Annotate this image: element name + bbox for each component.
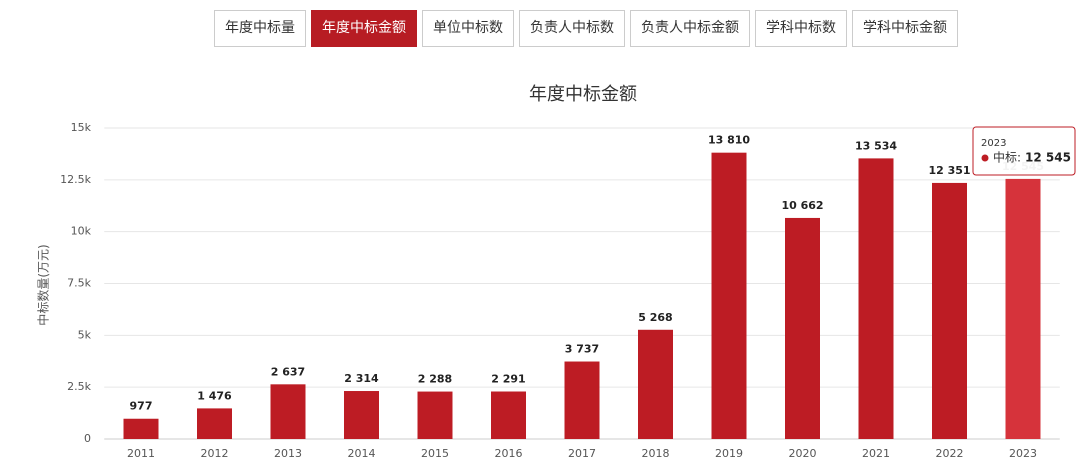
tooltip-series: 中标: [993,150,1021,165]
bar [858,158,894,439]
tooltip-marker [981,154,989,162]
y-axis-label: 中标数量(万元) [36,244,51,325]
bar [564,361,600,439]
bar [491,391,526,439]
tab[interactable]: 年度中标量 [214,10,306,47]
value-label: 1 476 [197,389,232,402]
value-label: 2 637 [271,365,305,378]
tab[interactable]: 学科中标金额 [852,10,958,47]
tab[interactable]: 负责人中标数 [519,10,625,47]
tooltip-title: 2023 [981,138,1006,149]
bar [123,418,159,439]
x-tick-label: 2012 [201,447,229,460]
chart-title: 年度中标金额 [529,84,637,105]
value-label: 2 314 [344,372,379,385]
x-tick-label: 2018 [642,447,670,460]
bar [785,217,820,439]
tab[interactable]: 学科中标数 [755,10,847,47]
bar [344,391,379,439]
x-tick-label: 2015 [421,447,449,460]
bar [270,384,306,439]
bar [711,152,747,439]
tooltip-box [972,126,1076,176]
value-label: 5 268 [638,311,672,324]
x-tick-label: 2020 [789,447,817,460]
x-tick-label: 2019 [715,447,743,460]
x-tick-label: 2013 [274,447,302,460]
bar [417,391,453,439]
value-label: 10 662 [781,199,823,212]
bar [1005,178,1041,439]
tab[interactable]: 单位中标数 [422,10,514,47]
tab[interactable]: 负责人中标金额 [630,10,750,47]
x-tick-label: 2021 [862,447,890,460]
x-tick-label: 2017 [568,447,596,460]
x-tick-label: 2014 [348,447,376,460]
bar [932,182,967,439]
value-label: 3 737 [565,343,599,356]
tab[interactable]: 年度中标金额 [311,10,417,47]
value-label: 12 351 [928,164,970,177]
value-label: 13 534 [855,139,897,152]
y-tick-label: 15k [71,121,92,134]
y-tick-label: 2.5k [67,380,91,393]
y-tick-label: 12.5k [60,173,91,186]
bar [638,329,673,439]
x-tick-label: 2022 [936,447,964,460]
y-tick-label: 10k [71,225,92,238]
bar [197,408,232,439]
tooltip-value: 12 545 [1025,151,1071,165]
x-tick-label: 2023 [1009,447,1037,460]
x-tick-label: 2016 [495,447,523,460]
value-label: 2 291 [491,372,525,385]
y-tick-label: 0 [84,432,91,445]
y-tick-label: 7.5k [67,277,91,290]
value-label: 2 288 [418,373,452,386]
x-tick-label: 2011 [127,447,155,460]
tab-bar: 年度中标量 年度中标金额 单位中标数 负责人中标数 负责人中标金额 学科中标数 学科中标金额 [214,10,958,47]
value-label: 977 [130,400,153,413]
value-label: 13 810 [708,134,750,147]
y-tick-label: 5k [78,328,92,341]
